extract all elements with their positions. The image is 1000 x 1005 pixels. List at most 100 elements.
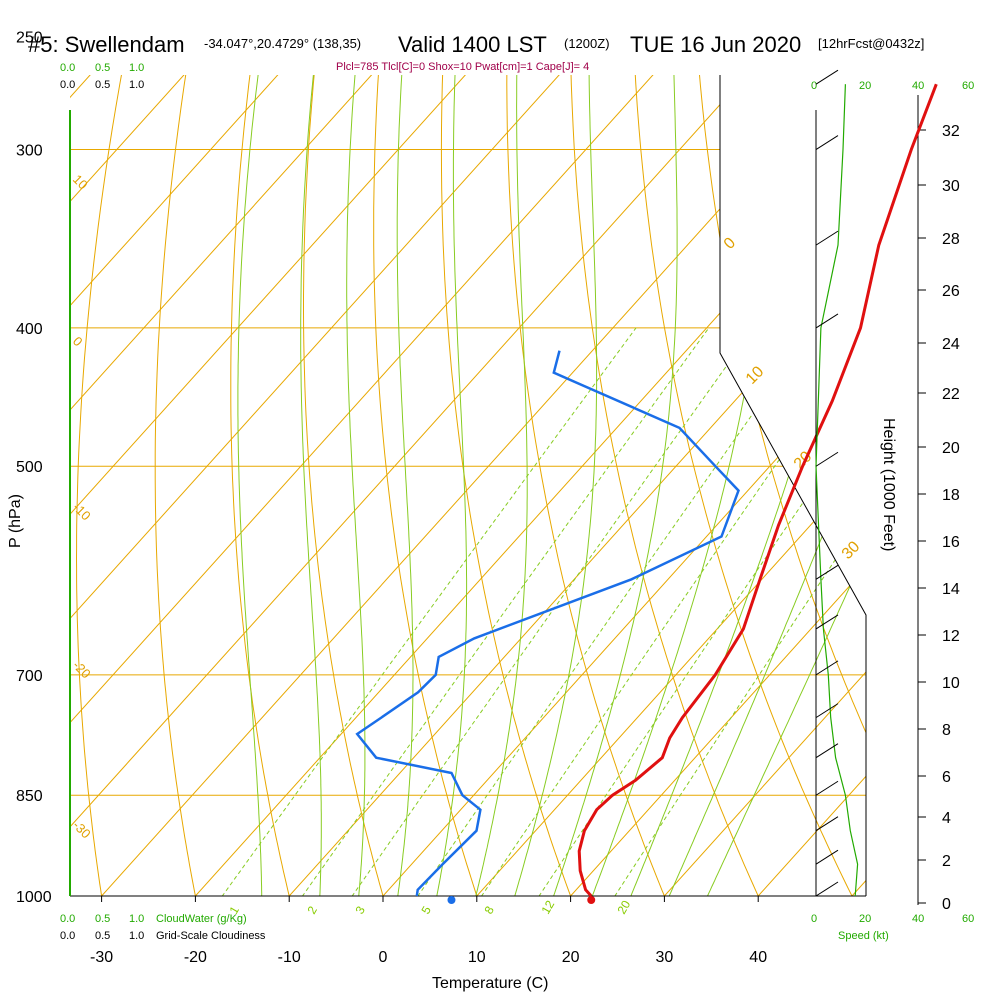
wind-barb xyxy=(816,136,838,150)
cloud-tick-green-2: 1.0 xyxy=(129,62,144,74)
isotherm-label: 20 xyxy=(791,448,816,473)
mixing-ratio-label: 2 xyxy=(304,903,320,916)
height-axis-title: Height (1000 Feet) xyxy=(880,418,897,551)
zulu-time: (1200Z) xyxy=(564,36,610,51)
moist-adiabat-line xyxy=(618,37,879,927)
mixing-ratio-label: 8 xyxy=(481,903,497,916)
cloud-tick-black-bottom-0: 0.0 xyxy=(60,930,75,942)
cloud-tick-black-2: 1.0 xyxy=(129,79,144,91)
date-label: TUE 16 Jun 2020 xyxy=(630,32,801,57)
moist-adiabat-line xyxy=(347,37,365,927)
height-tick-label: 10 xyxy=(942,675,960,692)
speed-tick-top-0: 0 xyxy=(811,80,817,92)
dry-adiabat-line xyxy=(155,11,201,926)
height-tick-label: 22 xyxy=(942,386,960,403)
cloud-tick-black-1: 0.5 xyxy=(95,79,110,91)
wind-barb xyxy=(816,882,838,896)
moist-adiabat-line xyxy=(301,37,322,927)
cloud-tick-green-1: 0.5 xyxy=(95,62,110,74)
station-location: -34.047°,20.4729° (138,35) xyxy=(204,36,361,51)
wind-barb xyxy=(816,231,838,245)
speed-tick-top-2: 40 xyxy=(912,80,924,92)
wind-barb xyxy=(816,817,838,831)
dry-adiabat-line xyxy=(820,11,1000,926)
height-tick-label: 14 xyxy=(942,581,960,598)
speed-tick-bottom-1: 20 xyxy=(859,913,871,925)
dry-adiabat-label: -30 xyxy=(70,818,94,842)
mixing-ratio-label: 5 xyxy=(418,903,434,916)
dry-adiabat-label: 0 xyxy=(70,334,86,350)
x-tick-label: -20 xyxy=(184,949,207,966)
x-tick-label: -10 xyxy=(278,949,301,966)
height-tick-label: 18 xyxy=(942,487,960,504)
mixing-ratio-line xyxy=(611,328,990,902)
isotherm-line xyxy=(758,36,1000,896)
speed-axis-label: Speed (kt) xyxy=(838,930,889,942)
wind-barb xyxy=(816,70,838,84)
moist-adiabat-line xyxy=(543,37,677,927)
height-tick-label: 8 xyxy=(942,722,951,739)
wind-barb xyxy=(816,850,838,864)
dry-adiabat-line xyxy=(882,11,1000,926)
cloud-tick-black-bottom-2: 1.0 xyxy=(129,930,144,942)
cloud-tick-black-0: 0.0 xyxy=(60,79,75,91)
dry-adiabat-line xyxy=(304,11,392,926)
pressure-tick-label: 700 xyxy=(16,668,43,685)
cloudwater-label: CloudWater (g/Kg) xyxy=(156,913,247,925)
height-tick-label: 12 xyxy=(942,628,960,645)
mixing-ratio-line xyxy=(348,328,754,902)
cloud-tick-green-bottom-2: 1.0 xyxy=(129,913,144,925)
dewpoint-surface-dot xyxy=(447,896,455,904)
height-tick-label: 6 xyxy=(942,769,951,786)
height-tick-label: 16 xyxy=(942,534,960,551)
wind-barb xyxy=(816,781,838,795)
mixing-ratio-line xyxy=(218,328,636,902)
cloudiness-label: Grid-Scale Cloudiness xyxy=(156,930,266,942)
dry-adiabat-line xyxy=(77,11,134,926)
cloud-tick-green-bottom-1: 0.5 xyxy=(95,913,110,925)
height-tick-label: 0 xyxy=(942,896,951,913)
right-frame-line xyxy=(720,75,866,896)
dry-adiabat-line xyxy=(374,11,487,926)
isotherm-label: 10 xyxy=(743,363,768,388)
height-tick-label: 28 xyxy=(942,231,960,248)
isotherm-line xyxy=(852,36,1000,896)
x-tick-label: -30 xyxy=(90,949,113,966)
moist-adiabat-line xyxy=(238,37,263,927)
dry-adiabat-label: -20 xyxy=(70,658,94,682)
speed-tick-top-3: 60 xyxy=(962,80,974,92)
moist-adiabat-line xyxy=(506,37,597,927)
mixing-ratio-line xyxy=(414,328,814,902)
wind-barb xyxy=(816,314,838,328)
moist-adiabat-line xyxy=(393,37,413,927)
height-tick-label: 30 xyxy=(942,178,960,195)
wind-speed-line xyxy=(816,84,858,896)
temperature-surface-dot xyxy=(587,896,595,904)
x-tick-label: 30 xyxy=(656,949,674,966)
dry-adiabat-line xyxy=(633,11,868,926)
dewpoint-line xyxy=(357,351,738,896)
x-tick-label: 10 xyxy=(468,949,486,966)
pressure-tick-label: 250 xyxy=(16,29,43,46)
speed-tick-bottom-2: 40 xyxy=(912,913,924,925)
x-tick-label: 20 xyxy=(562,949,580,966)
height-tick-label: 32 xyxy=(942,123,960,140)
height-tick-label: 4 xyxy=(942,810,951,827)
isotherm-label: 30 xyxy=(839,538,864,563)
dry-adiabat-line xyxy=(570,11,772,926)
x-axis-title: Temperature (C) xyxy=(432,975,548,992)
speed-tick-bottom-0: 0 xyxy=(811,913,817,925)
pressure-tick-label: 1000 xyxy=(16,889,52,906)
dry-adiabat-label: 10 xyxy=(70,172,91,193)
valid-time: Valid 1400 LST xyxy=(398,32,547,57)
pressure-tick-label: 400 xyxy=(16,321,43,338)
cloud-tick-black-bottom-1: 0.5 xyxy=(95,930,110,942)
wind-barb xyxy=(816,452,838,466)
cloud-tick-green-bottom-0: 0.0 xyxy=(60,913,75,925)
height-tick-label: 26 xyxy=(942,283,960,300)
station-title: #5: Swellendam xyxy=(28,32,185,57)
height-tick-label: 24 xyxy=(942,336,960,353)
dry-adiabat-line xyxy=(757,11,1000,926)
